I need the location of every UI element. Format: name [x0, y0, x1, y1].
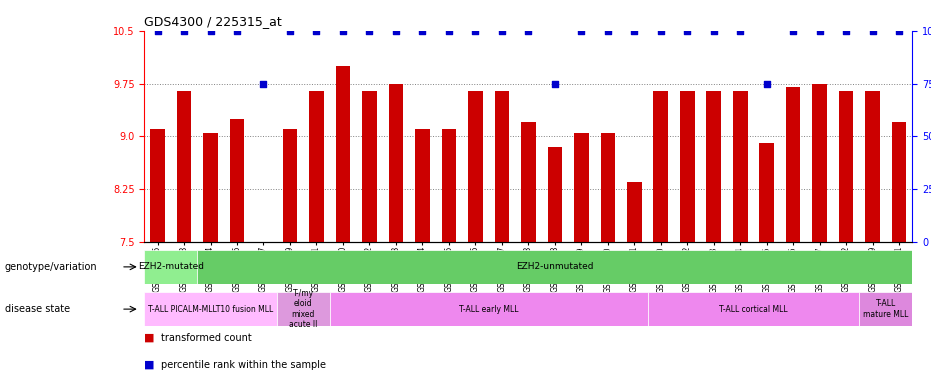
Bar [277, 292, 330, 326]
Point [362, 28, 377, 34]
Bar [230, 119, 244, 242]
Text: transformed count: transformed count [161, 333, 251, 343]
Bar [494, 91, 509, 242]
Bar [680, 91, 695, 242]
Text: percentile rank within the sample: percentile rank within the sample [161, 360, 326, 370]
Point [415, 28, 430, 34]
Bar [415, 129, 430, 242]
Bar [574, 133, 588, 242]
Point [494, 28, 509, 34]
Bar [839, 91, 854, 242]
Bar [866, 91, 880, 242]
Bar [733, 91, 748, 242]
Text: T-ALL cortical MLL: T-ALL cortical MLL [719, 305, 788, 314]
Point [707, 28, 722, 34]
Bar [468, 91, 482, 242]
Point [865, 28, 880, 34]
Bar [547, 147, 562, 242]
Point [256, 81, 271, 87]
Point [786, 28, 801, 34]
Text: T-ALL early MLL: T-ALL early MLL [459, 305, 519, 314]
Bar [203, 133, 218, 242]
Bar [892, 122, 907, 242]
Bar [813, 84, 827, 242]
Point [654, 28, 668, 34]
Text: EZH2-mutated: EZH2-mutated [138, 262, 204, 271]
Bar [177, 91, 191, 242]
Bar [760, 143, 774, 242]
Point [733, 28, 748, 34]
Bar [388, 84, 403, 242]
Point [627, 28, 641, 34]
Point [812, 28, 827, 34]
Bar [330, 292, 648, 326]
Bar [648, 292, 859, 326]
Point [177, 28, 192, 34]
Bar [144, 292, 277, 326]
Text: ■: ■ [144, 333, 155, 343]
Bar [654, 91, 668, 242]
Bar [336, 66, 350, 242]
Bar [309, 91, 324, 242]
Point [441, 28, 456, 34]
Bar [707, 91, 721, 242]
Bar [441, 129, 456, 242]
Text: ■: ■ [144, 360, 155, 370]
Point [230, 28, 245, 34]
Bar [786, 87, 801, 242]
Point [680, 28, 695, 34]
Bar [283, 129, 297, 242]
Point [468, 28, 483, 34]
Point [282, 28, 297, 34]
Point [521, 28, 536, 34]
Point [573, 28, 588, 34]
Text: genotype/variation: genotype/variation [5, 262, 97, 272]
Point [600, 28, 615, 34]
Point [203, 28, 218, 34]
Point [760, 81, 775, 87]
Text: GDS4300 / 225315_at: GDS4300 / 225315_at [144, 15, 282, 28]
Bar [521, 122, 535, 242]
Text: disease state: disease state [5, 304, 70, 314]
Point [335, 28, 350, 34]
Point [150, 28, 165, 34]
Text: T-/my
eloid
mixed
acute II: T-/my eloid mixed acute II [289, 289, 317, 329]
Point [547, 81, 562, 87]
Point [892, 28, 907, 34]
Bar [144, 250, 197, 284]
Bar [627, 182, 641, 242]
Bar [859, 292, 912, 326]
Text: EZH2-unmutated: EZH2-unmutated [516, 262, 594, 271]
Bar [362, 91, 377, 242]
Text: T-ALL
mature MLL: T-ALL mature MLL [863, 300, 909, 319]
Point [839, 28, 854, 34]
Point [309, 28, 324, 34]
Bar [150, 129, 165, 242]
Bar [600, 133, 615, 242]
Text: T-ALL PICALM-MLLT10 fusion MLL: T-ALL PICALM-MLLT10 fusion MLL [148, 305, 273, 314]
Point [388, 28, 403, 34]
